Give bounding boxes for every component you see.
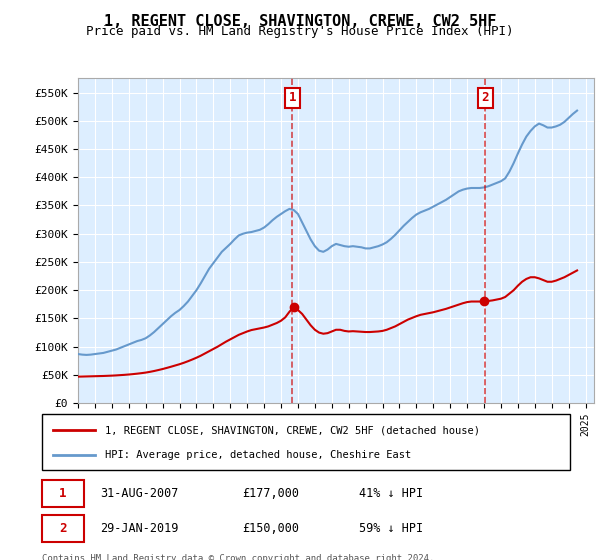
Text: 31-AUG-2007: 31-AUG-2007 [100,487,178,500]
FancyBboxPatch shape [42,414,570,470]
Text: 2: 2 [59,522,67,535]
Text: 59% ↓ HPI: 59% ↓ HPI [359,522,423,535]
Text: 1, REGENT CLOSE, SHAVINGTON, CREWE, CW2 5HF (detached house): 1, REGENT CLOSE, SHAVINGTON, CREWE, CW2 … [106,425,481,435]
Text: 1, REGENT CLOSE, SHAVINGTON, CREWE, CW2 5HF: 1, REGENT CLOSE, SHAVINGTON, CREWE, CW2 … [104,14,496,29]
Text: £177,000: £177,000 [242,487,299,500]
FancyBboxPatch shape [42,480,84,507]
Text: 1: 1 [289,91,296,104]
FancyBboxPatch shape [42,515,84,542]
Text: 2: 2 [482,91,489,104]
Text: £150,000: £150,000 [242,522,299,535]
Text: 1: 1 [59,487,67,500]
Text: HPI: Average price, detached house, Cheshire East: HPI: Average price, detached house, Ches… [106,450,412,460]
Text: 41% ↓ HPI: 41% ↓ HPI [359,487,423,500]
Text: Price paid vs. HM Land Registry's House Price Index (HPI): Price paid vs. HM Land Registry's House … [86,25,514,38]
Text: Contains HM Land Registry data © Crown copyright and database right 2024.
This d: Contains HM Land Registry data © Crown c… [42,554,434,560]
Text: 29-JAN-2019: 29-JAN-2019 [100,522,178,535]
